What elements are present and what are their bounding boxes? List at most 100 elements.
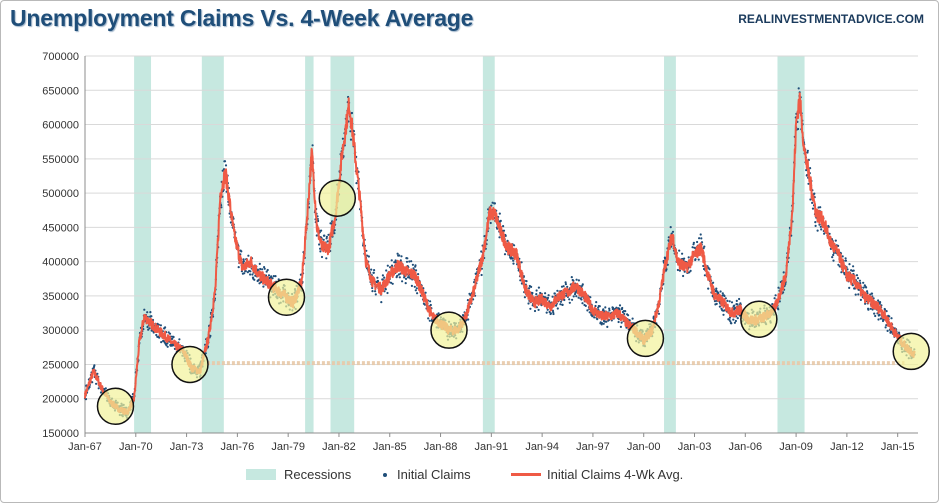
x-tick-label: Jan-06 bbox=[728, 441, 762, 453]
claims-point-1277 bbox=[499, 219, 502, 222]
claims-point-1496 bbox=[571, 298, 574, 301]
recession-band-1 bbox=[201, 56, 224, 433]
claims-point-915 bbox=[381, 274, 384, 277]
claims-point-1643 bbox=[618, 304, 622, 307]
claims-point-1945 bbox=[717, 291, 720, 295]
legend-swatch-recessions bbox=[246, 469, 276, 480]
claims-point-2452 bbox=[882, 318, 885, 321]
claims-point-910 bbox=[380, 301, 383, 304]
claims-point-1495 bbox=[570, 276, 573, 279]
claims-point-1020 bbox=[416, 292, 419, 295]
claims-point-1904 bbox=[703, 274, 707, 277]
claims-point-2298 bbox=[832, 253, 835, 257]
claims-point-766 bbox=[333, 232, 336, 235]
claims-point-1964 bbox=[723, 294, 726, 298]
claims-point-1439 bbox=[552, 312, 555, 316]
x-tick-label: Jan-76 bbox=[221, 441, 255, 453]
claims-point-1639 bbox=[617, 320, 620, 324]
claims-point-1806 bbox=[671, 230, 675, 233]
claims-point-585 bbox=[274, 275, 277, 278]
claims-point-1418 bbox=[545, 311, 548, 314]
claims-point-1316 bbox=[512, 262, 515, 265]
claims-point-1581 bbox=[598, 305, 601, 308]
claims-point-1592 bbox=[602, 308, 605, 311]
claims-point-1952 bbox=[719, 290, 722, 293]
claims-point-34 bbox=[95, 382, 98, 385]
claims-point-1452 bbox=[556, 307, 559, 310]
claims-point-2465 bbox=[886, 329, 889, 332]
claims-point-1086 bbox=[437, 312, 440, 315]
claims-point-1016 bbox=[414, 289, 417, 292]
x-tick-label: Jan-97 bbox=[576, 441, 610, 453]
claims-point-194 bbox=[147, 328, 150, 331]
claims-point-2130 bbox=[777, 286, 780, 289]
claims-point-246 bbox=[164, 326, 167, 329]
claims-point-1382 bbox=[533, 309, 537, 313]
claims-point-699 bbox=[311, 144, 314, 147]
claims-point-1994 bbox=[733, 304, 736, 307]
y-tick-label: 550000 bbox=[42, 154, 79, 166]
claims-point-1517 bbox=[577, 279, 581, 282]
y-tick-label: 450000 bbox=[42, 222, 79, 234]
claims-point-725 bbox=[320, 229, 323, 232]
claims-point-2374 bbox=[856, 277, 860, 280]
claims-point-986 bbox=[404, 277, 408, 280]
claims-point-972 bbox=[400, 255, 403, 258]
y-tick-label: 650000 bbox=[42, 85, 79, 97]
trough-highlight-2 bbox=[267, 278, 306, 317]
claims-point-430 bbox=[223, 160, 227, 163]
claims-point-990 bbox=[406, 257, 409, 260]
claims-point-1622 bbox=[612, 306, 615, 310]
claims-point-1646 bbox=[619, 325, 623, 328]
claims-point-1341 bbox=[520, 261, 523, 264]
claims-point-1023 bbox=[417, 273, 420, 276]
claims-point-929 bbox=[386, 291, 389, 295]
claims-point-817 bbox=[349, 138, 353, 141]
claims-point-1004 bbox=[410, 284, 413, 287]
claims-point-2383 bbox=[859, 298, 863, 301]
claims-point-1611 bbox=[608, 309, 611, 312]
claims-point-1837 bbox=[682, 274, 685, 278]
claims-point-2002 bbox=[735, 299, 738, 302]
claims-point-960 bbox=[396, 252, 399, 255]
claims-point-1470 bbox=[562, 285, 565, 288]
claims-point-182 bbox=[143, 308, 146, 311]
claims-point-42 bbox=[97, 387, 100, 390]
x-tick-label: Jan-82 bbox=[322, 441, 356, 453]
claims-point-1528 bbox=[581, 302, 584, 305]
claims-point-1443 bbox=[553, 292, 556, 295]
claims-point-1394 bbox=[537, 286, 541, 289]
recession-band-3 bbox=[330, 56, 355, 433]
claims-point-2005 bbox=[736, 317, 739, 320]
claims-point-2192 bbox=[797, 87, 800, 90]
y-tick-label: 500000 bbox=[42, 188, 79, 200]
claims-point-1318 bbox=[513, 244, 516, 247]
claims-point-2406 bbox=[867, 308, 870, 311]
claims-point-198 bbox=[148, 327, 151, 330]
claims-point-834 bbox=[355, 182, 358, 185]
claims-point-2243 bbox=[814, 221, 817, 224]
claims-point-1914 bbox=[707, 287, 710, 290]
y-tick-label: 600000 bbox=[42, 120, 79, 132]
claims-point-1290 bbox=[503, 253, 507, 256]
claims-point-1019 bbox=[415, 287, 418, 290]
claims-point-38 bbox=[96, 372, 99, 375]
claims-point-967 bbox=[398, 276, 401, 279]
claims-point-480 bbox=[240, 250, 243, 253]
claims-point-748 bbox=[327, 233, 330, 236]
claims-point-1538 bbox=[584, 304, 587, 307]
claims-point-228 bbox=[158, 336, 161, 339]
claims-point-204 bbox=[150, 315, 153, 318]
claims-point-719 bbox=[318, 243, 321, 246]
legend-item-claims: Initial Claims bbox=[379, 467, 471, 482]
claims-point-974 bbox=[401, 280, 404, 283]
recession-band-0 bbox=[134, 56, 152, 433]
claims-point-1431 bbox=[549, 312, 553, 315]
claims-point-2437 bbox=[877, 318, 880, 321]
claims-point-1015 bbox=[414, 264, 417, 267]
y-tick-label: 400000 bbox=[42, 257, 79, 269]
claims-point-996 bbox=[408, 260, 411, 263]
claims-point-14 bbox=[88, 385, 91, 389]
claims-point-1875 bbox=[694, 258, 697, 261]
